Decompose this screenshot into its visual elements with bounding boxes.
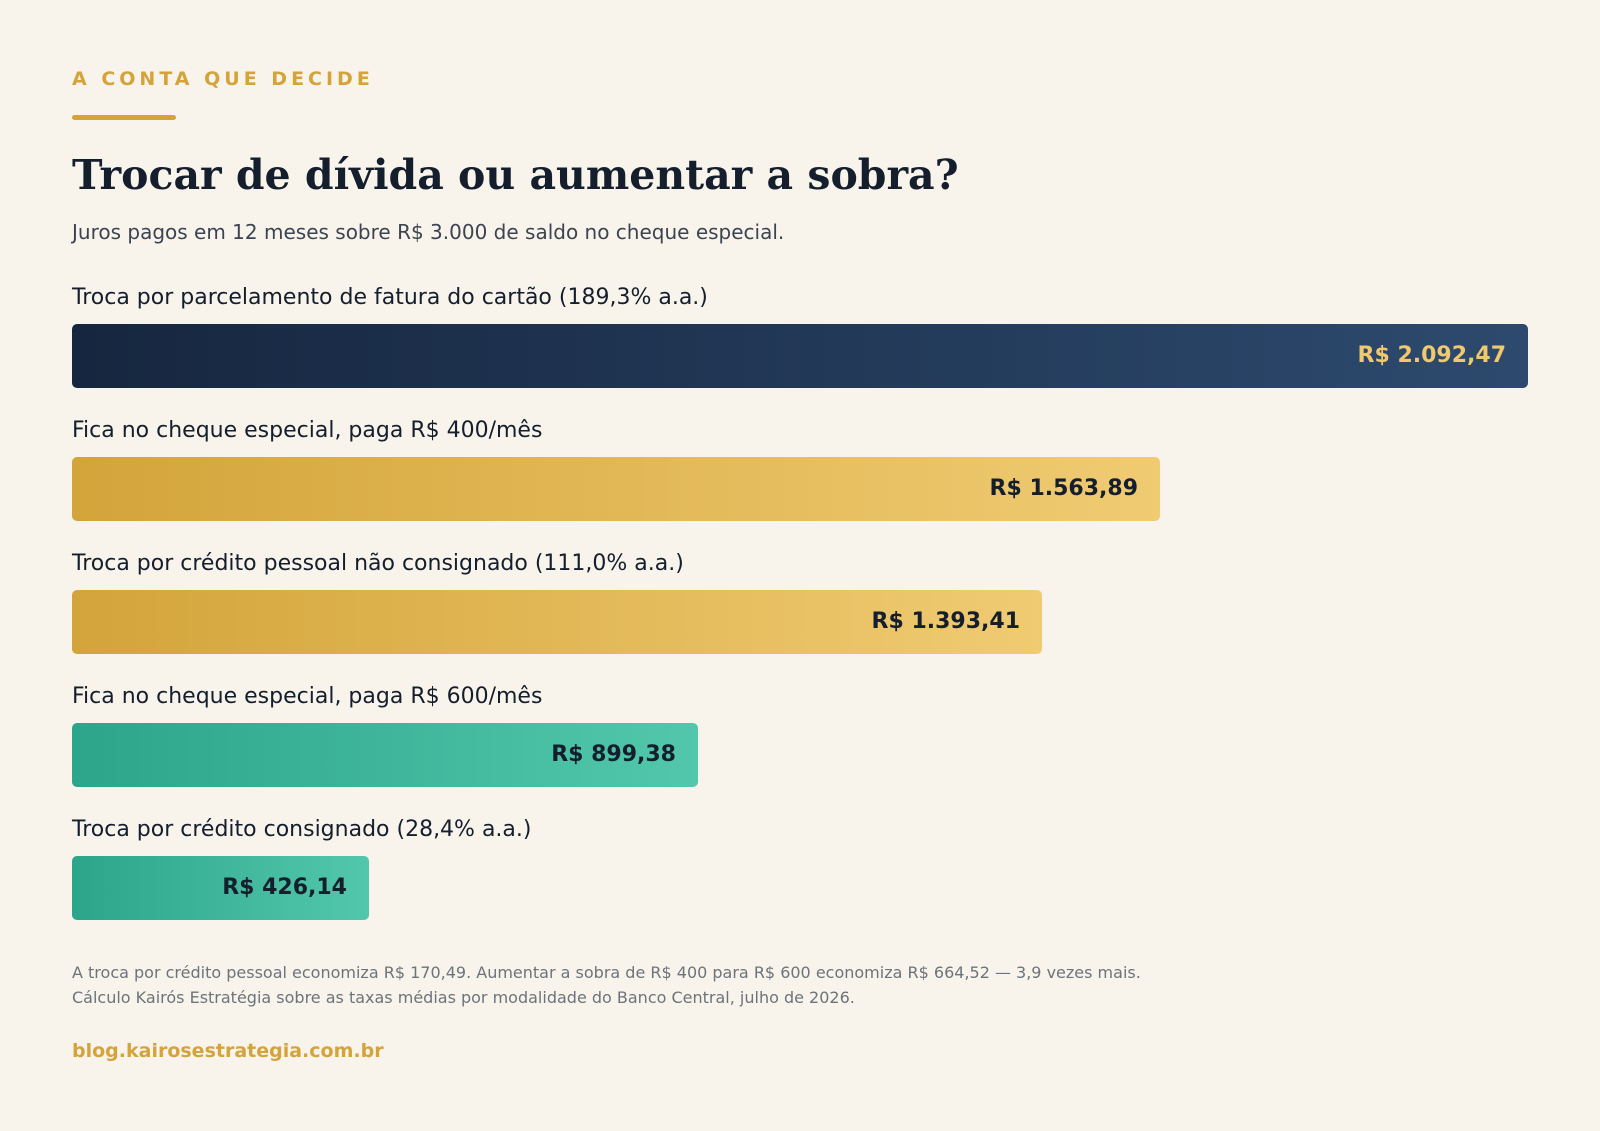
source-note: Cálculo Kairós Estratégia sobre as taxas… <box>72 988 855 1007</box>
bar-group: Troca por crédito consignado (28,4% a.a.… <box>72 816 1528 949</box>
bar-value-label: R$ 2.092,47 <box>1357 343 1506 368</box>
bar-value-label: R$ 899,38 <box>551 742 676 767</box>
bar: R$ 899,38 <box>72 723 698 787</box>
page-title: Trocar de dívida ou aumentar a sobra? <box>72 151 959 199</box>
bar-label: Troca por crédito consignado (28,4% a.a.… <box>72 817 532 842</box>
bar-value-label: R$ 1.563,89 <box>989 476 1138 501</box>
bar: R$ 426,14 <box>72 856 369 920</box>
bar-group: Troca por parcelamento de fatura do cart… <box>72 284 1528 417</box>
bar: R$ 1.393,41 <box>72 590 1042 654</box>
page-subtitle: Juros pagos em 12 meses sobre R$ 3.000 d… <box>72 220 785 244</box>
bar-chart: Troca por parcelamento de fatura do cart… <box>72 284 1528 949</box>
bar-group: Fica no cheque especial, paga R$ 400/mês… <box>72 417 1528 550</box>
bar-label: Troca por crédito pessoal não consignado… <box>72 551 684 576</box>
bar-label: Fica no cheque especial, paga R$ 600/mês <box>72 684 543 709</box>
bar: R$ 2.092,47 <box>72 324 1528 388</box>
bar-group: Troca por crédito pessoal não consignado… <box>72 550 1528 683</box>
bar-group: Fica no cheque especial, paga R$ 600/mês… <box>72 683 1528 816</box>
eyebrow-divider <box>72 115 176 120</box>
bar-label: Troca por parcelamento de fatura do cart… <box>72 285 708 310</box>
eyebrow-label: A CONTA QUE DECIDE <box>72 68 374 90</box>
bar: R$ 1.563,89 <box>72 457 1160 521</box>
bar-value-label: R$ 1.393,41 <box>871 609 1020 634</box>
footnote: A troca por crédito pessoal economiza R$… <box>72 963 1141 982</box>
bar-label: Fica no cheque especial, paga R$ 400/mês <box>72 418 543 443</box>
bar-value-label: R$ 426,14 <box>222 875 347 900</box>
site-link[interactable]: blog.kairosestrategia.com.br <box>72 1040 384 1062</box>
